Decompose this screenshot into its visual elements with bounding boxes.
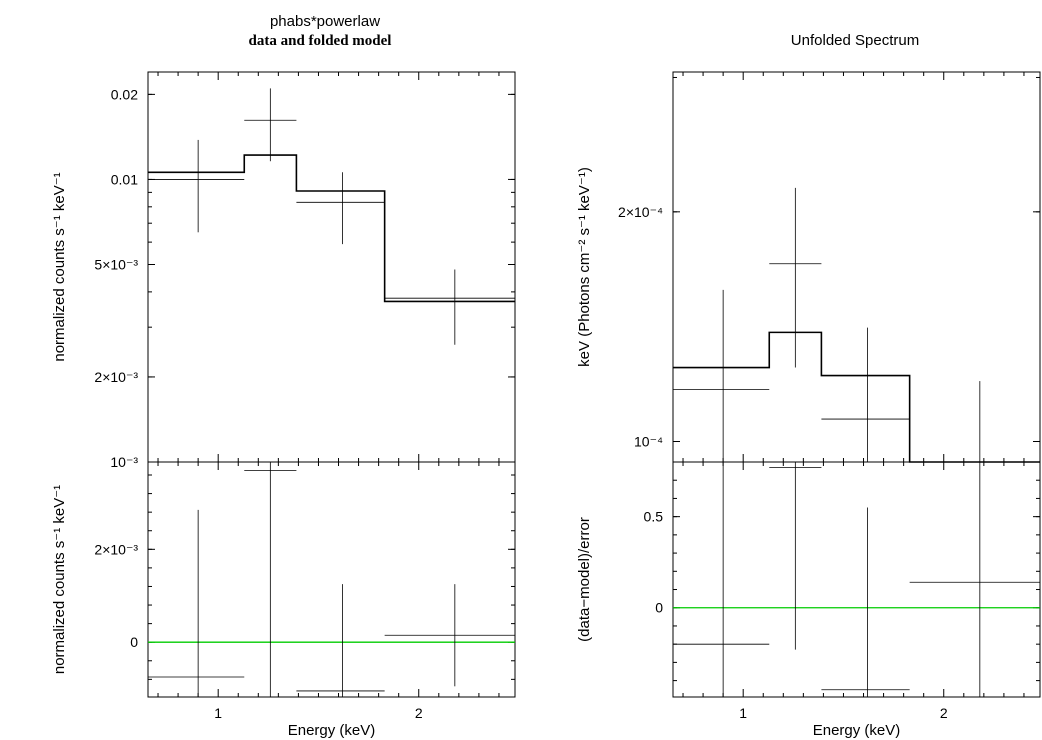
y-axis-label: normalized counts s⁻¹ keV⁻¹ xyxy=(51,485,68,674)
x-axis-label: Energy (keV) xyxy=(288,722,376,739)
plot-frame xyxy=(672,71,1041,463)
left-title-line2: data and folded model xyxy=(249,33,392,49)
plot-frame xyxy=(672,461,1041,698)
x-tick-label: 2 xyxy=(940,705,948,721)
x-tick-label: 1 xyxy=(214,705,222,721)
right-title: Unfolded Spectrum xyxy=(791,32,919,49)
model-step-line xyxy=(148,154,515,303)
y-axis-label: (data−model)/error xyxy=(576,517,593,642)
y-axis-label: normalized counts s⁻¹ keV⁻¹ xyxy=(51,172,68,361)
panel-unfolded: 2×10⁻⁴ 10⁻⁴ keV (Photons cm⁻² s⁻¹ keV⁻¹) xyxy=(576,71,1041,463)
y-tick-label: 2×10⁻³ xyxy=(94,369,138,385)
panel-folded: 0.02 0.01 5×10⁻³ 2×10⁻³ 10⁻³ normalized count… xyxy=(51,71,516,470)
x-axis-label: Energy (keV) xyxy=(813,722,901,739)
panel-residual_sigma: 0.5 0 1 2 (data−model)/error Energy (keV) xyxy=(576,461,1041,739)
y-tick-label: 5×10⁻³ xyxy=(94,256,138,272)
y-tick-label: 0 xyxy=(130,634,138,650)
y-tick-label: 10⁻⁴ xyxy=(634,433,663,449)
x-tick-label: 1 xyxy=(739,705,747,721)
model-step-line xyxy=(673,331,1040,463)
y-tick-label: 0 xyxy=(655,600,663,616)
panel-residual_counts: 2×10⁻³ 0 1 2 normalized counts s⁻¹ keV⁻¹ Ener… xyxy=(51,461,516,739)
plot-panels: 0.02 0.01 5×10⁻³ 2×10⁻³ 10⁻³ normalized count… xyxy=(51,71,1041,739)
plot-frame xyxy=(147,71,516,463)
left-title-line1: phabs*powerlaw xyxy=(270,13,380,30)
plot-frame xyxy=(147,461,516,698)
x-tick-label: 2 xyxy=(415,705,423,721)
y-axis-label: keV (Photons cm⁻² s⁻¹ keV⁻¹) xyxy=(576,167,593,367)
y-tick-label: 2×10⁻⁴ xyxy=(618,204,663,220)
y-tick-label: 2×10⁻³ xyxy=(94,541,138,557)
y-tick-label: 0.5 xyxy=(644,509,664,525)
y-tick-label: 0.02 xyxy=(111,86,138,102)
y-tick-label: 10⁻³ xyxy=(110,454,138,470)
y-tick-label: 0.01 xyxy=(111,171,138,187)
